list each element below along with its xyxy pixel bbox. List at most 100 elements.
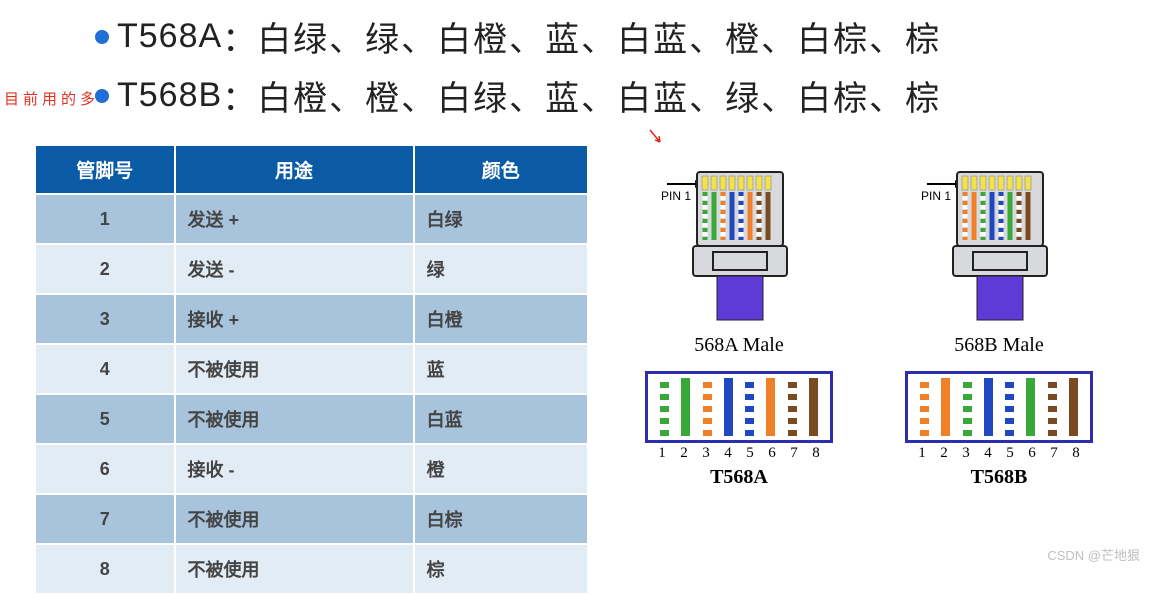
wire-stripe bbox=[1005, 378, 1014, 436]
table-cell: 白棕 bbox=[414, 494, 588, 544]
col-color: 颜色 bbox=[414, 145, 588, 194]
wire-stripe bbox=[681, 378, 690, 436]
connector-label: 568A Male bbox=[694, 334, 783, 357]
table-row: 1发送 +白绿 bbox=[35, 194, 588, 244]
table-cell: 接收 + bbox=[175, 294, 414, 344]
rj45-connector-icon: PIN 1 bbox=[659, 158, 819, 328]
connector-label: 568B Male bbox=[954, 334, 1043, 357]
table-cell: 发送 - bbox=[175, 244, 414, 294]
wire-stripe bbox=[660, 378, 669, 436]
table-cell: 4 bbox=[35, 344, 175, 394]
table-cell: 不被使用 bbox=[175, 544, 414, 594]
wire-stripe bbox=[703, 378, 712, 436]
wire-stripe bbox=[788, 378, 797, 436]
wire-stripe bbox=[766, 378, 775, 436]
pattern-box bbox=[645, 371, 833, 443]
pattern-label: T568A bbox=[710, 466, 768, 489]
table-header-row: 管脚号 用途 颜色 bbox=[35, 145, 588, 194]
table-row: 7不被使用白棕 bbox=[35, 494, 588, 544]
pin-number: 6 bbox=[1028, 445, 1036, 462]
pin-number: 5 bbox=[746, 445, 754, 462]
table-cell: 8 bbox=[35, 544, 175, 594]
wire-stripe bbox=[941, 378, 950, 436]
colon: ： bbox=[222, 12, 257, 61]
standards-list: T568A ： 白绿、绿、白橙、蓝、白蓝、橙、白棕、棕 T568B ： 白橙、橙… bbox=[0, 0, 1154, 138]
svg-text:PIN 1: PIN 1 bbox=[661, 189, 691, 203]
pattern-label: T568B bbox=[971, 466, 1028, 489]
watermark-text: CSDN @芒地狠 bbox=[1047, 545, 1140, 564]
bullet-icon bbox=[95, 30, 109, 44]
table-row: 4不被使用蓝 bbox=[35, 344, 588, 394]
standard-b-sequence: 白橙、橙、白绿、蓝、白蓝、绿、白棕、棕 bbox=[257, 71, 941, 120]
table-cell: 不被使用 bbox=[175, 394, 414, 444]
wire-stripe bbox=[745, 378, 754, 436]
table-cell: 白绿 bbox=[414, 194, 588, 244]
wire-stripe bbox=[920, 378, 929, 436]
pin-number: 3 bbox=[962, 445, 970, 462]
wire-pattern-diagram: 12345678 T568B bbox=[899, 371, 1099, 489]
connector-row: PIN 1 568A Male PIN 1 568B Male bbox=[639, 158, 1099, 357]
table-cell: 2 bbox=[35, 244, 175, 294]
standard-line-a: T568A ： 白绿、绿、白橙、蓝、白蓝、橙、白棕、棕 bbox=[95, 12, 1154, 61]
pin-number: 6 bbox=[768, 445, 776, 462]
table-cell: 棕 bbox=[414, 544, 588, 594]
pin-number: 2 bbox=[940, 445, 948, 462]
wire-stripe bbox=[724, 378, 733, 436]
wire-pattern-diagram: 12345678 T568A bbox=[639, 371, 839, 489]
pin-number: 7 bbox=[1050, 445, 1058, 462]
table-cell: 不被使用 bbox=[175, 494, 414, 544]
col-usage: 用途 bbox=[175, 145, 414, 194]
table-row: 6接收 -橙 bbox=[35, 444, 588, 494]
table-row: 2发送 -绿 bbox=[35, 244, 588, 294]
wire-stripe bbox=[963, 378, 972, 436]
pin-number: 3 bbox=[702, 445, 710, 462]
pin-number: 1 bbox=[918, 445, 926, 462]
connector-diagram: PIN 1 568A Male bbox=[639, 158, 839, 357]
col-pin: 管脚号 bbox=[35, 145, 175, 194]
connector-diagram: PIN 1 568B Male bbox=[899, 158, 1099, 357]
table-cell: 1 bbox=[35, 194, 175, 244]
diagram-panel: PIN 1 568A Male PIN 1 568B Male 12345678… bbox=[639, 144, 1099, 595]
pattern-row: 12345678T568A12345678T568B bbox=[639, 371, 1099, 489]
wire-stripe bbox=[984, 378, 993, 436]
lower-region: 管脚号 用途 颜色 1发送 +白绿2发送 -绿3接收 +白橙4不被使用蓝5不被使… bbox=[0, 138, 1154, 595]
table-cell: 不被使用 bbox=[175, 344, 414, 394]
pin-number: 2 bbox=[680, 445, 688, 462]
pin-number-row: 12345678 bbox=[905, 445, 1093, 462]
wire-stripe bbox=[1069, 378, 1078, 436]
table-cell: 橙 bbox=[414, 444, 588, 494]
pin-number: 7 bbox=[790, 445, 798, 462]
table-cell: 白蓝 bbox=[414, 394, 588, 444]
svg-text:PIN 1: PIN 1 bbox=[921, 189, 951, 203]
table-cell: 接收 - bbox=[175, 444, 414, 494]
table-row: 5不被使用白蓝 bbox=[35, 394, 588, 444]
standard-a-name: T568A bbox=[117, 17, 222, 56]
colon: ： bbox=[222, 71, 257, 120]
table-cell: 白橙 bbox=[414, 294, 588, 344]
pattern-box bbox=[905, 371, 1093, 443]
pin-number: 1 bbox=[658, 445, 666, 462]
pin-number: 4 bbox=[724, 445, 732, 462]
pin-number: 8 bbox=[1072, 445, 1080, 462]
wire-stripe bbox=[809, 378, 818, 436]
table-cell: 发送 + bbox=[175, 194, 414, 244]
pin-number: 4 bbox=[984, 445, 992, 462]
table-cell: 蓝 bbox=[414, 344, 588, 394]
table-cell: 5 bbox=[35, 394, 175, 444]
table-cell: 7 bbox=[35, 494, 175, 544]
standard-b-name: T568B bbox=[117, 76, 222, 115]
pin-number: 5 bbox=[1006, 445, 1014, 462]
pinout-table: 管脚号 用途 颜色 1发送 +白绿2发送 -绿3接收 +白橙4不被使用蓝5不被使… bbox=[34, 144, 589, 595]
wire-stripe bbox=[1048, 378, 1057, 436]
standard-line-b: T568B ： 白橙、橙、白绿、蓝、白蓝、绿、白棕、棕 bbox=[95, 71, 1154, 120]
table-row: 3接收 +白橙 bbox=[35, 294, 588, 344]
standard-a-sequence: 白绿、绿、白橙、蓝、白蓝、橙、白棕、棕 bbox=[257, 12, 941, 61]
pin-number-row: 12345678 bbox=[645, 445, 833, 462]
table-cell: 3 bbox=[35, 294, 175, 344]
pin-number: 8 bbox=[812, 445, 820, 462]
rj45-connector-icon: PIN 1 bbox=[919, 158, 1079, 328]
handwritten-annotation: 目前用的多 bbox=[4, 88, 99, 109]
table-cell: 6 bbox=[35, 444, 175, 494]
wire-stripe bbox=[1026, 378, 1035, 436]
table-row: 8不被使用棕 bbox=[35, 544, 588, 594]
